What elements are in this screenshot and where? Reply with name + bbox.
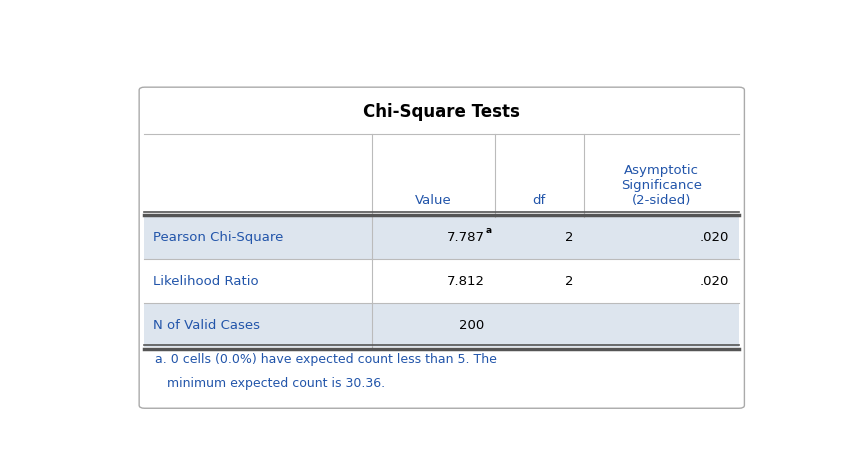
- Text: minimum expected count is 30.36.: minimum expected count is 30.36.: [154, 377, 384, 390]
- Text: 2: 2: [565, 275, 573, 288]
- Text: 7.787: 7.787: [446, 231, 484, 244]
- Text: 200: 200: [459, 319, 484, 332]
- Text: Pearson Chi-Square: Pearson Chi-Square: [152, 231, 282, 244]
- Text: Likelihood Ratio: Likelihood Ratio: [152, 275, 257, 288]
- Text: 7.812: 7.812: [446, 275, 484, 288]
- FancyBboxPatch shape: [139, 87, 744, 408]
- Text: Asymptotic
Significance
(2-sided): Asymptotic Significance (2-sided): [620, 164, 701, 208]
- Text: 2: 2: [565, 231, 573, 244]
- Text: a. 0 cells (0.0%) have expected count less than 5. The: a. 0 cells (0.0%) have expected count le…: [154, 353, 496, 366]
- Text: .020: .020: [699, 231, 728, 244]
- Bar: [145, 216, 738, 259]
- Text: a: a: [485, 227, 491, 235]
- Text: df: df: [532, 194, 545, 208]
- Text: N of Valid Cases: N of Valid Cases: [152, 319, 259, 332]
- Bar: [145, 259, 738, 303]
- Bar: [145, 303, 738, 347]
- Text: Chi-Square Tests: Chi-Square Tests: [363, 103, 519, 121]
- Text: .020: .020: [699, 275, 728, 288]
- Text: Value: Value: [415, 194, 451, 208]
